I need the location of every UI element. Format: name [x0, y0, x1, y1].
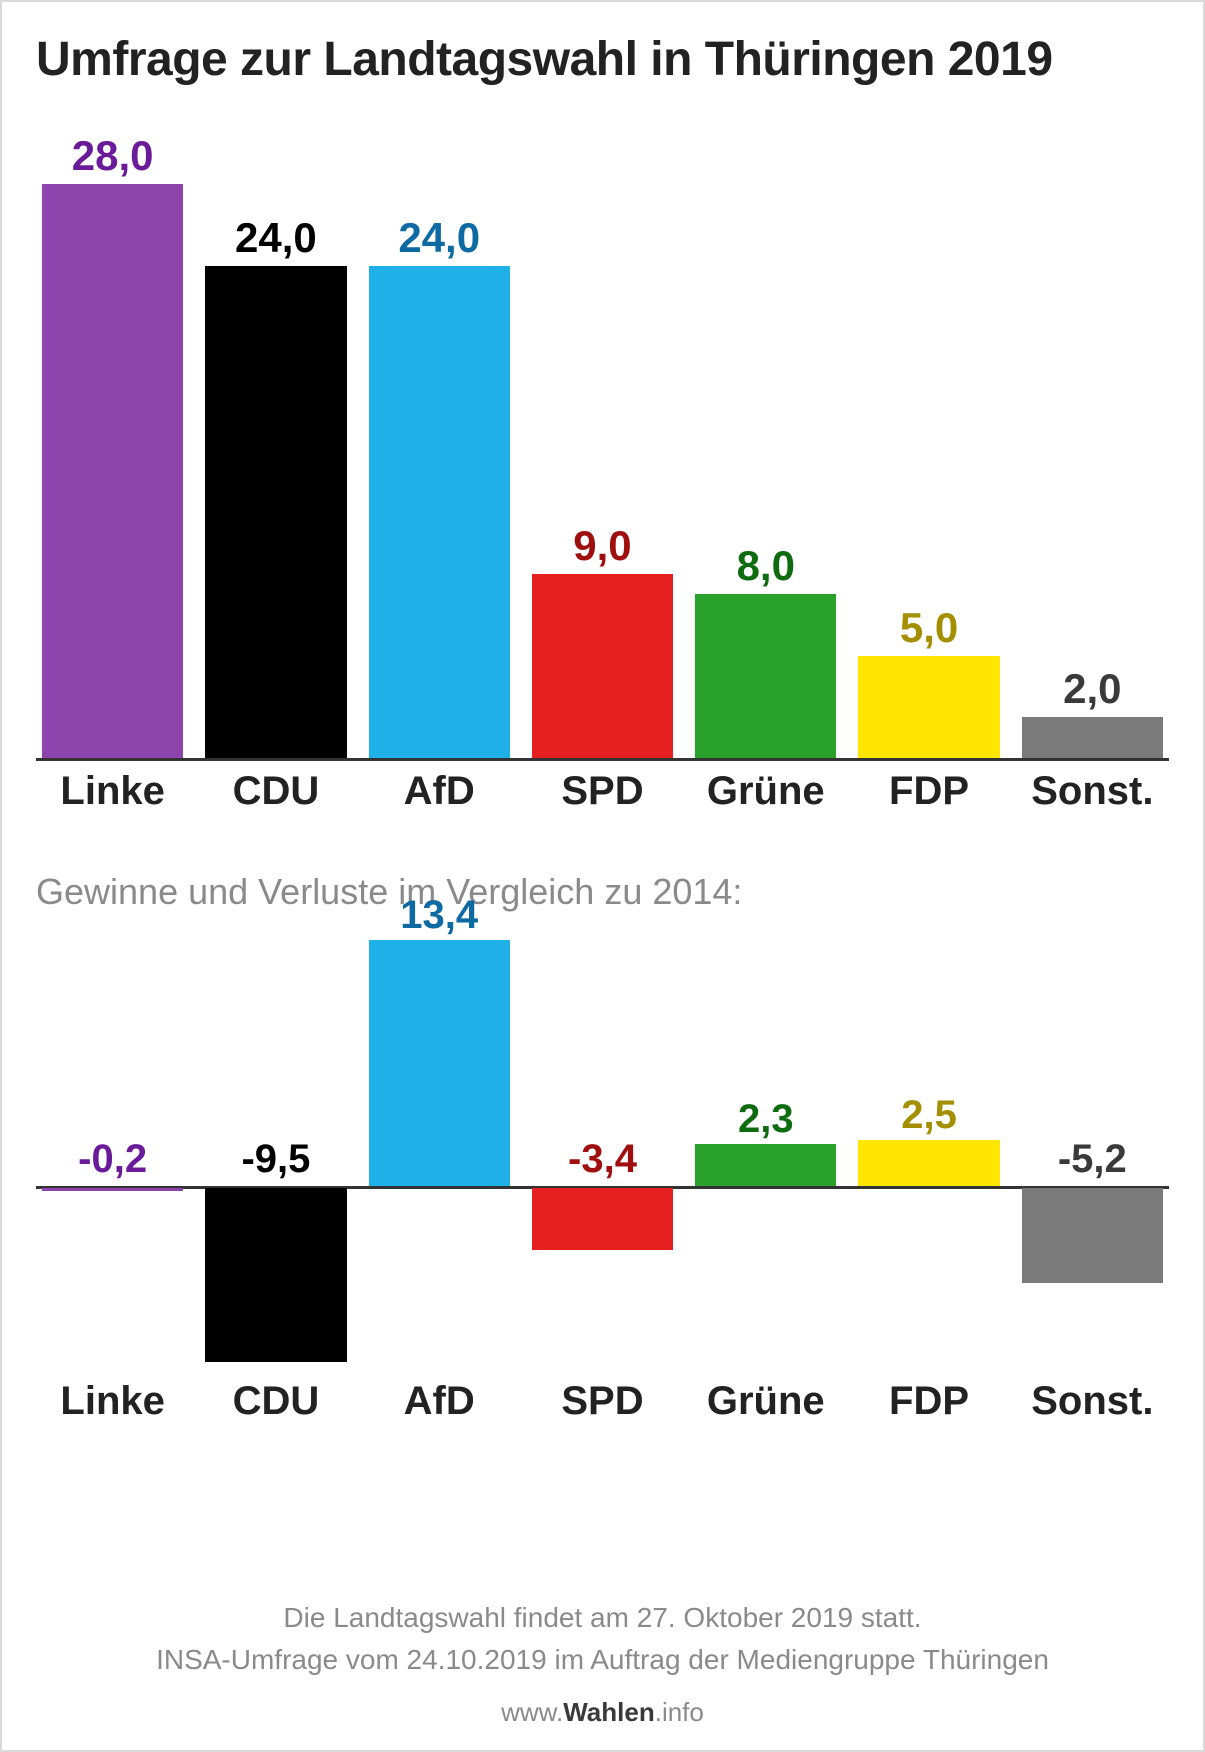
delta-bar-value: 13,4: [369, 893, 510, 938]
poll-bar-value: 24,0: [235, 214, 317, 262]
poll-bar-label: Grüne: [695, 769, 836, 814]
poll-bar-chart: 28,0 24,0 24,0 9,0 8,0 5,0 2,0 Linke CDU AfD SPD G…: [36, 121, 1169, 841]
delta-bar-col: -9,5: [205, 929, 346, 1369]
chart2-subtitle: Gewinne und Verluste im Vergleich zu 201…: [36, 871, 1169, 913]
delta-bar-label: AfD: [369, 1379, 510, 1424]
poll-bar-col: 9,0: [532, 121, 673, 758]
delta-bar-col: -0,2: [42, 929, 183, 1369]
poll-bar: [1022, 717, 1163, 758]
delta-bar-col: 2,5: [858, 929, 999, 1369]
poll-bar: [369, 266, 510, 758]
poll-bar-value: 9,0: [573, 522, 631, 570]
delta-bar: [1022, 1188, 1163, 1283]
delta-bar: [369, 940, 510, 1186]
delta-bar-col: -5,2: [1022, 929, 1163, 1369]
delta-bar-label: Grüne: [695, 1379, 836, 1424]
poll-bar: [532, 574, 673, 759]
delta-bar-value: -3,4: [532, 1137, 673, 1182]
poll-bar-label: AfD: [369, 769, 510, 814]
poll-bar-label: Linke: [42, 769, 183, 814]
poll-bar-col: 8,0: [695, 121, 836, 758]
poll-bar-value: 24,0: [398, 214, 480, 262]
delta-bar: [42, 1188, 183, 1192]
gains-losses-chart: -0,2 -9,5 13,4 -3,4 2,3 2,5 -5,2 Linke CDU AfD SP…: [36, 929, 1169, 1449]
footer-line-2: INSA-Umfrage vom 24.10.2019 im Auftrag d…: [36, 1639, 1169, 1681]
footer-line-1: Die Landtagswahl findet am 27. Oktober 2…: [36, 1597, 1169, 1639]
poll-bar-label: FDP: [858, 769, 999, 814]
poll-bar: [205, 266, 346, 758]
delta-bar-label: CDU: [205, 1379, 346, 1424]
poll-bar-value: 2,0: [1063, 665, 1121, 713]
poll-bar-label: SPD: [532, 769, 673, 814]
chart-title: Umfrage zur Landtagswahl in Thüringen 20…: [36, 32, 1169, 87]
poll-bar-label: CDU: [205, 769, 346, 814]
delta-bar-col: -3,4: [532, 929, 673, 1369]
delta-bar-value: 2,5: [858, 1093, 999, 1138]
delta-bar-value: -9,5: [205, 1137, 346, 1182]
poll-bar-col: 24,0: [205, 121, 346, 758]
footer-source: www.Wahlen.info: [36, 1693, 1169, 1732]
poll-bar-col: 24,0: [369, 121, 510, 758]
delta-bar-value: -0,2: [42, 1137, 183, 1182]
delta-bar-label: FDP: [858, 1379, 999, 1424]
delta-bar-label: Sonst.: [1022, 1379, 1163, 1424]
poll-bar: [695, 594, 836, 758]
delta-bar-label: SPD: [532, 1379, 673, 1424]
delta-bar: [695, 1144, 836, 1186]
delta-bar: [205, 1188, 346, 1362]
poll-bar-value: 5,0: [900, 604, 958, 652]
poll-bar-col: 5,0: [858, 121, 999, 758]
delta-bar-col: 2,3: [695, 929, 836, 1369]
delta-bar-value: -5,2: [1022, 1137, 1163, 1182]
poll-bar: [858, 656, 999, 759]
poll-bar-label: Sonst.: [1022, 769, 1163, 814]
delta-bar-label: Linke: [42, 1379, 183, 1424]
poll-bar-col: 2,0: [1022, 121, 1163, 758]
delta-bar-value: 2,3: [695, 1097, 836, 1142]
poll-bar-value: 28,0: [72, 132, 154, 180]
poll-bar-col: 28,0: [42, 121, 183, 758]
delta-bar-col: 13,4: [369, 929, 510, 1369]
delta-bar: [532, 1188, 673, 1250]
poll-bar-value: 8,0: [737, 542, 795, 590]
delta-bar: [858, 1140, 999, 1186]
poll-bar: [42, 184, 183, 758]
chart-footer: Die Landtagswahl findet am 27. Oktober 2…: [36, 1597, 1169, 1732]
chart-frame: Umfrage zur Landtagswahl in Thüringen 20…: [0, 0, 1205, 1752]
